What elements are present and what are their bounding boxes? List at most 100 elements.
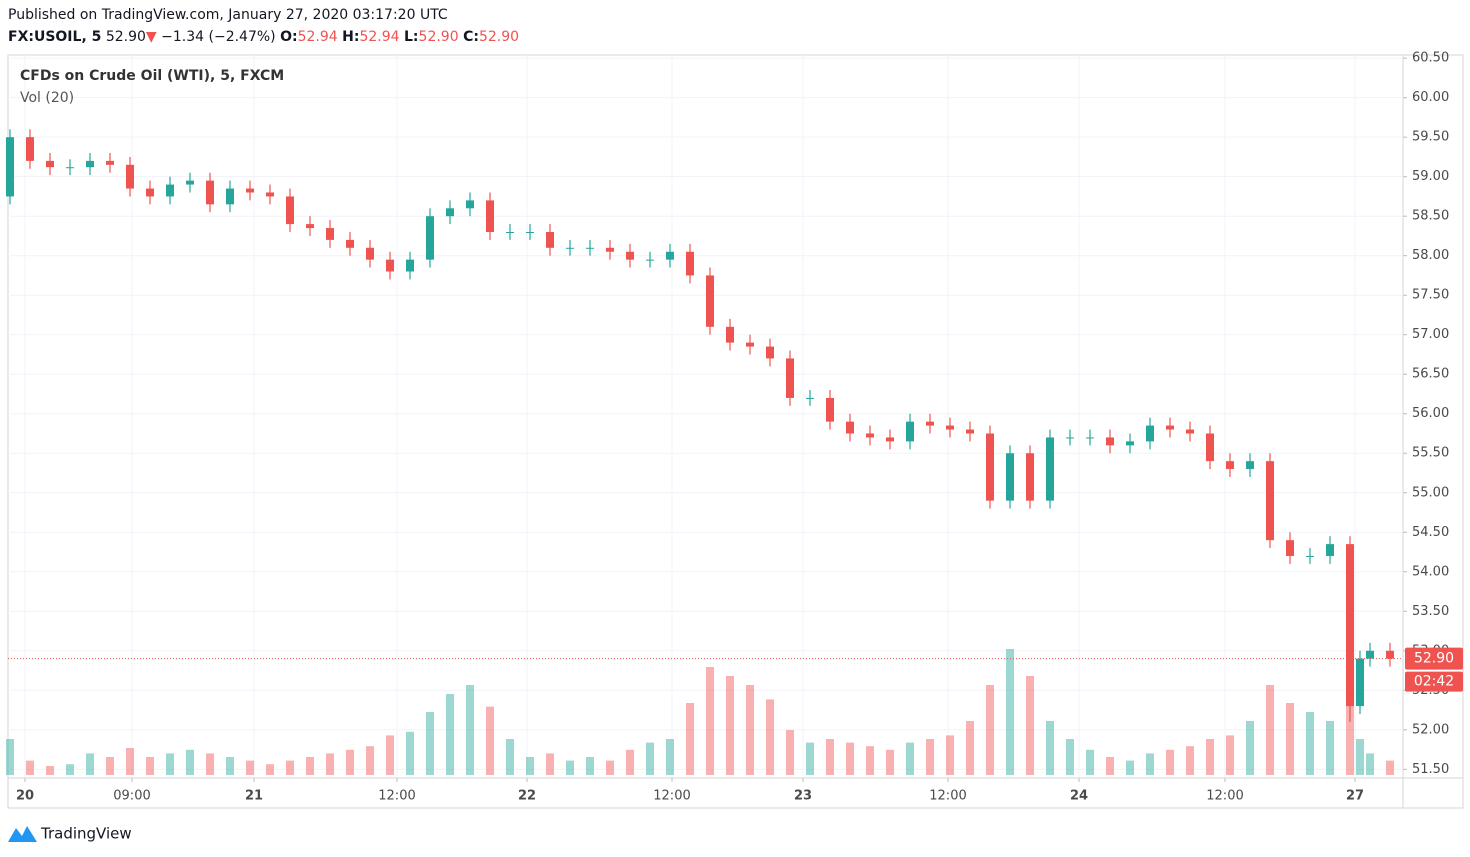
volume-bar bbox=[1246, 721, 1254, 775]
volume-bar bbox=[306, 757, 314, 775]
candle-body bbox=[626, 251, 634, 260]
volume-bar bbox=[566, 760, 574, 775]
candle-body bbox=[306, 224, 314, 229]
candle-body bbox=[1326, 544, 1334, 556]
candle-body bbox=[906, 421, 914, 442]
y-tick-label: 57.50 bbox=[1412, 288, 1449, 303]
candle-body bbox=[666, 251, 674, 260]
volume-bar bbox=[906, 742, 914, 775]
volume-bar bbox=[1186, 746, 1194, 775]
y-tick-label: 54.50 bbox=[1412, 525, 1449, 540]
candle-body bbox=[886, 437, 894, 442]
x-tick-label: 12:00 bbox=[929, 789, 966, 804]
candle-body bbox=[1286, 540, 1294, 556]
volume-bar bbox=[266, 764, 274, 775]
candle-body bbox=[1346, 544, 1354, 707]
candle-body bbox=[846, 421, 854, 434]
candle-body bbox=[66, 167, 74, 169]
volume-bar bbox=[1306, 712, 1314, 775]
candle-body bbox=[566, 247, 574, 249]
last-price-tag bbox=[1405, 647, 1463, 670]
y-tick-label: 55.00 bbox=[1412, 485, 1449, 500]
candle-body bbox=[466, 200, 474, 209]
chart-title: CFDs on Crude Oil (WTI), 5, FXCM bbox=[20, 68, 284, 84]
candle-body bbox=[1306, 555, 1314, 557]
volume-bar bbox=[866, 746, 874, 775]
chart-subtitle: Vol (20) bbox=[20, 90, 74, 106]
volume-bar bbox=[686, 703, 694, 775]
volume-bar bbox=[846, 742, 854, 775]
symbol-line: FX:USOIL, 5 52.90▼ −1.34 (−2.47%) O:52.9… bbox=[8, 29, 519, 45]
candle-body bbox=[166, 184, 174, 197]
x-tick-label: 12:00 bbox=[378, 789, 415, 804]
change-arrow: ▼ bbox=[145, 29, 157, 45]
last-price: 52.90 bbox=[105, 29, 146, 45]
volume-bar bbox=[1066, 739, 1074, 775]
candle-body bbox=[546, 231, 554, 248]
candle-body bbox=[1186, 429, 1194, 434]
candle-body bbox=[386, 259, 394, 272]
candle-body bbox=[706, 275, 714, 327]
volume-bar bbox=[406, 731, 414, 775]
x-tick-label: 09:00 bbox=[113, 789, 150, 804]
candle-body bbox=[786, 358, 794, 398]
x-tick-label: 22 bbox=[518, 789, 536, 804]
volume-bar bbox=[1146, 753, 1154, 775]
countdown-label: 02:42 bbox=[1414, 674, 1454, 690]
volume-bar bbox=[1366, 753, 1374, 775]
volume-bar bbox=[1326, 721, 1334, 775]
volume-bar bbox=[1006, 649, 1014, 775]
y-tick-label: 53.50 bbox=[1412, 604, 1449, 619]
volume-bar bbox=[966, 721, 974, 775]
logo-icon bbox=[8, 826, 37, 842]
x-tick-label: 12:00 bbox=[1206, 789, 1243, 804]
volume-bar bbox=[186, 749, 194, 775]
volume-bar bbox=[426, 712, 434, 775]
y-tick-label: 57.00 bbox=[1412, 327, 1449, 342]
logo: TradingView bbox=[8, 825, 132, 843]
brand: TradingView bbox=[40, 825, 132, 843]
volume-bar bbox=[1386, 760, 1394, 775]
candle-body bbox=[746, 342, 754, 347]
published-line: Published on TradingView.com, January 27… bbox=[8, 7, 448, 23]
volume-bar bbox=[446, 694, 454, 775]
volume-bar bbox=[326, 753, 334, 775]
volume-bar bbox=[706, 667, 714, 775]
candle-body bbox=[266, 192, 274, 197]
published: Published on TradingView.com, January 27… bbox=[8, 7, 448, 23]
candle-body bbox=[486, 200, 494, 232]
volume-bar bbox=[466, 685, 474, 775]
y-tick-label: 56.50 bbox=[1412, 367, 1449, 382]
high-label: H: bbox=[342, 29, 360, 45]
candle-body bbox=[426, 216, 434, 260]
candle-body bbox=[6, 137, 14, 197]
candle-body bbox=[686, 251, 694, 276]
volume-bar bbox=[26, 760, 34, 775]
volume-bar bbox=[106, 757, 114, 775]
volume-bar bbox=[826, 739, 834, 775]
volume-bar bbox=[506, 739, 514, 775]
volume-bar bbox=[946, 735, 954, 775]
candle-body bbox=[86, 160, 94, 168]
candle-body bbox=[406, 259, 414, 272]
volume-bar bbox=[86, 753, 94, 775]
candle-body bbox=[1086, 437, 1094, 439]
y-tick-label: 60.00 bbox=[1412, 90, 1449, 105]
volume-bar bbox=[6, 739, 14, 775]
volume-bar bbox=[806, 742, 814, 775]
change: −1.34 (−2.47%) bbox=[161, 29, 276, 45]
candle-body bbox=[286, 196, 294, 225]
y-tick-label: 59.00 bbox=[1412, 169, 1449, 184]
volume-bar bbox=[286, 760, 294, 775]
y-tick-label: 55.50 bbox=[1412, 446, 1449, 461]
candle-body bbox=[766, 346, 774, 359]
candle-body bbox=[1126, 441, 1134, 446]
candle-body bbox=[1266, 461, 1274, 541]
symbol: FX:USOIL, 5 bbox=[8, 29, 102, 45]
y-tick-label: 51.50 bbox=[1412, 762, 1449, 777]
countdown-tag bbox=[1405, 671, 1463, 692]
candle-body bbox=[526, 231, 534, 233]
y-tick-label: 59.50 bbox=[1412, 130, 1449, 145]
volume-bar bbox=[926, 739, 934, 775]
